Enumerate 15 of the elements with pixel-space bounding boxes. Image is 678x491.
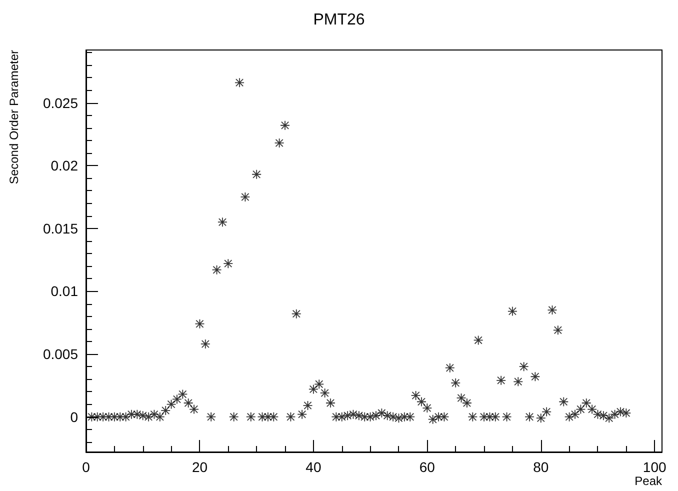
x-tick-label: 60 (419, 459, 436, 475)
y-tick-label: 0.005 (42, 346, 78, 362)
y-tick-label: 0.01 (50, 283, 78, 300)
y-tick-label: 0.015 (42, 220, 78, 236)
chart-title: PMT26 (313, 12, 365, 28)
y-tick-label: 0 (70, 408, 78, 425)
x-tick-label: 80 (533, 459, 549, 475)
x-tick-label: 0 (82, 459, 90, 475)
x-tick-label: 100 (642, 459, 666, 475)
x-tick-label: 20 (192, 459, 208, 475)
x-tick-label: 40 (306, 459, 322, 475)
y-axis-title: Second Order Parameter (7, 50, 21, 184)
y-tick-label: 0.02 (50, 158, 78, 174)
y-tick-label: 0.025 (42, 94, 78, 111)
x-axis-title: Peak (634, 474, 663, 488)
